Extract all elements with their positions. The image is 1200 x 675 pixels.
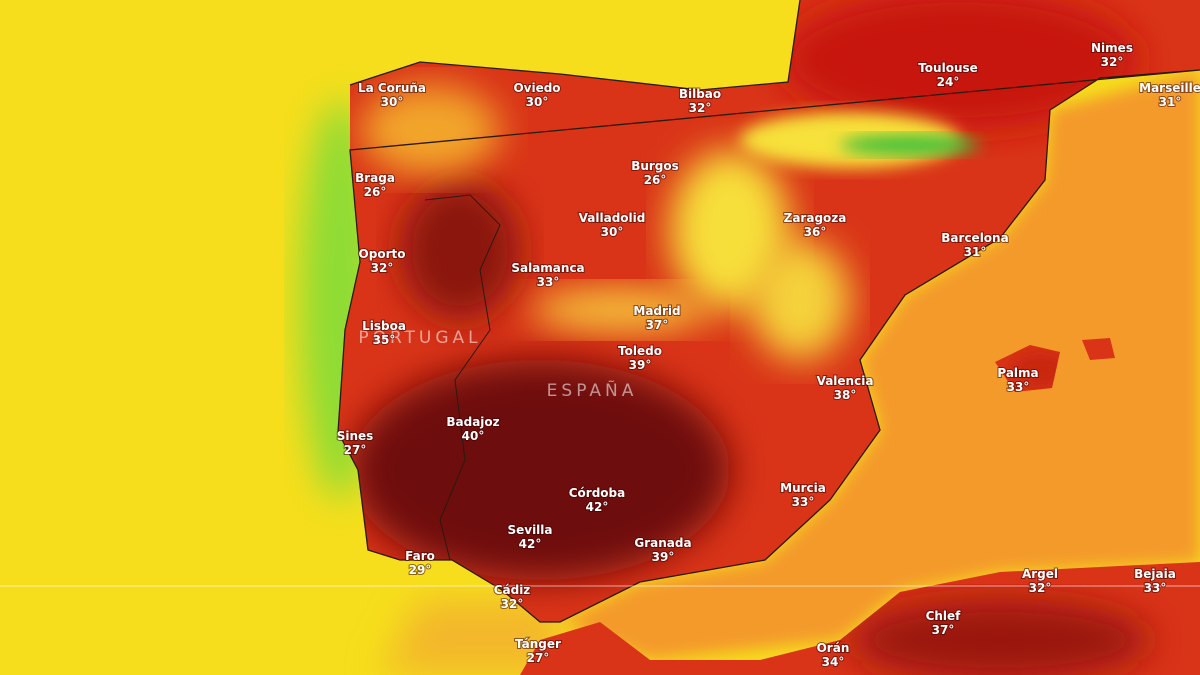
city-name: Salamanca xyxy=(511,261,584,275)
city-temp: 32° xyxy=(1029,581,1052,595)
city-name: Bejaia xyxy=(1134,567,1176,581)
city-name: Valladolid xyxy=(579,211,646,225)
city-temp: 34° xyxy=(822,655,845,669)
city-name: Badajoz xyxy=(446,415,499,429)
city-temp: 33° xyxy=(1144,581,1167,595)
city-name: Faro xyxy=(405,549,435,563)
city-name: Tánger xyxy=(515,637,561,651)
city-name: Sines xyxy=(337,429,374,443)
city-temp: 30° xyxy=(526,95,549,109)
city-temp: 37° xyxy=(646,318,669,332)
city-name: Orán xyxy=(817,641,850,655)
city-temp: 37° xyxy=(932,623,955,637)
city-name: Braga xyxy=(355,171,395,185)
city-name: Marseille xyxy=(1139,81,1200,95)
city-temp: 42° xyxy=(586,500,609,514)
city-temp: 40° xyxy=(462,429,485,443)
city-name: Zaragoza xyxy=(784,211,847,225)
city-temp: 38° xyxy=(834,388,857,402)
city-temp: 30° xyxy=(601,225,624,239)
city-temp: 32° xyxy=(371,261,394,275)
mediterranean xyxy=(560,70,1200,660)
city-temp: 39° xyxy=(629,358,652,372)
city-name: Valencia xyxy=(817,374,874,388)
city-temp: 33° xyxy=(1007,380,1030,394)
city-name: Toledo xyxy=(618,344,662,358)
city-name: Oporto xyxy=(359,247,406,261)
city-temp: 31° xyxy=(964,245,987,259)
city-name: Nimes xyxy=(1091,41,1133,55)
city-temp: 36° xyxy=(804,225,827,239)
border xyxy=(424,194,501,561)
city-temp: 32° xyxy=(1101,55,1124,69)
city-temp: 32° xyxy=(501,597,524,611)
city-name: Lisboa xyxy=(362,319,406,333)
city-temp: 24° xyxy=(937,75,960,89)
city-temp: 32° xyxy=(689,101,712,115)
labels: PORTUGAL ESPAÑA Toulouse24°Nimes32°Marse… xyxy=(336,40,1200,670)
city-name: Chlef xyxy=(926,609,962,623)
city-name: Bilbao xyxy=(679,87,721,101)
city-name: Barcelona xyxy=(941,231,1008,245)
coastline xyxy=(337,0,1200,623)
city-temp: 29° xyxy=(409,563,432,577)
city-temp: 35° xyxy=(373,333,396,347)
country-label: ESPAÑA xyxy=(547,379,638,401)
city-name: Córdoba xyxy=(569,486,626,500)
city-temp: 27° xyxy=(527,651,550,665)
city-name: Cádiz xyxy=(494,583,531,597)
city-temp: 26° xyxy=(644,173,667,187)
city-name: Toulouse xyxy=(918,61,978,75)
city-temp: 33° xyxy=(537,275,560,289)
city-temp: 27° xyxy=(344,443,367,457)
city-name: Madrid xyxy=(633,304,680,318)
city-name: Palma xyxy=(997,366,1038,380)
strait-sea xyxy=(380,600,560,675)
city-name: Argel xyxy=(1022,567,1058,581)
city-name: Oviedo xyxy=(513,81,560,95)
city-name: Murcia xyxy=(780,481,826,495)
city-name: Sevilla xyxy=(507,523,552,537)
city-temp: 33° xyxy=(792,495,815,509)
city-temp: 26° xyxy=(364,185,387,199)
country-label: PORTUGAL xyxy=(358,328,481,348)
city-temp: 30° xyxy=(381,95,404,109)
city-name: Granada xyxy=(634,536,691,550)
city-temp: 39° xyxy=(652,550,675,564)
city-name: Burgos xyxy=(631,159,679,173)
city-temp: 31° xyxy=(1159,95,1182,109)
city-temp: 42° xyxy=(519,537,542,551)
city-name: La Coruña xyxy=(358,81,426,95)
